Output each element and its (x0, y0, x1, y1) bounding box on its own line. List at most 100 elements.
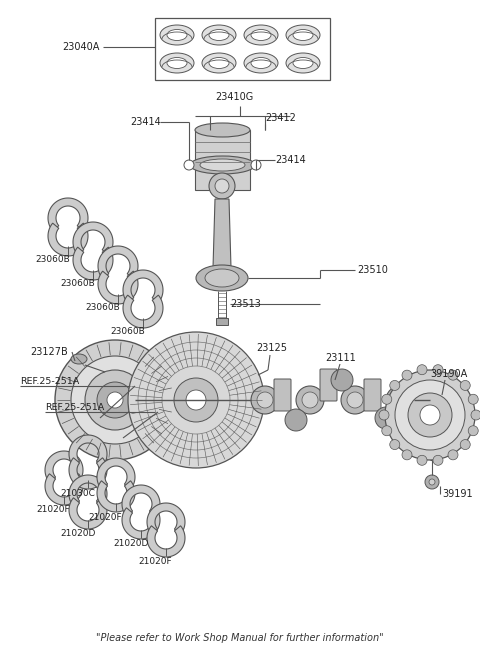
Ellipse shape (167, 30, 187, 41)
Circle shape (375, 407, 397, 429)
FancyBboxPatch shape (274, 379, 291, 411)
Circle shape (97, 382, 133, 418)
Circle shape (392, 392, 408, 408)
Polygon shape (147, 503, 185, 534)
Circle shape (347, 392, 363, 408)
Text: 23125: 23125 (256, 343, 287, 353)
Circle shape (285, 409, 307, 431)
Circle shape (390, 380, 400, 390)
Circle shape (417, 365, 427, 375)
Ellipse shape (209, 58, 229, 68)
Polygon shape (147, 526, 185, 557)
Circle shape (429, 479, 435, 485)
Text: 39190A: 39190A (430, 369, 467, 379)
Circle shape (341, 386, 369, 414)
Polygon shape (123, 270, 163, 303)
Circle shape (215, 179, 229, 193)
FancyBboxPatch shape (364, 379, 381, 411)
Polygon shape (123, 295, 163, 328)
Polygon shape (213, 199, 231, 268)
Text: 21030C: 21030C (60, 489, 95, 499)
Text: 23060B: 23060B (35, 255, 70, 264)
Ellipse shape (209, 30, 229, 41)
Circle shape (420, 405, 440, 425)
Circle shape (107, 392, 123, 408)
Ellipse shape (293, 58, 313, 68)
Bar (216, 318, 228, 325)
Circle shape (209, 173, 235, 199)
Text: 23127B: 23127B (30, 347, 68, 357)
Circle shape (395, 380, 465, 450)
Polygon shape (122, 508, 160, 539)
Text: 23414: 23414 (275, 155, 306, 165)
Circle shape (382, 426, 392, 436)
Circle shape (71, 356, 159, 444)
Circle shape (85, 370, 145, 430)
Polygon shape (69, 435, 107, 466)
Circle shape (433, 455, 443, 465)
Text: 21020F: 21020F (138, 558, 172, 567)
Circle shape (257, 392, 273, 408)
Bar (155, 18, 330, 80)
Circle shape (186, 390, 206, 410)
Circle shape (296, 386, 324, 414)
Ellipse shape (205, 269, 239, 287)
Text: 21020F: 21020F (88, 512, 121, 522)
Circle shape (402, 450, 412, 460)
Polygon shape (73, 247, 113, 280)
Text: 39191: 39191 (442, 489, 473, 499)
Polygon shape (97, 481, 135, 512)
Circle shape (184, 160, 194, 170)
Circle shape (468, 394, 478, 404)
Circle shape (417, 455, 427, 465)
Circle shape (302, 392, 318, 408)
Ellipse shape (190, 156, 255, 174)
Circle shape (448, 370, 458, 380)
Ellipse shape (244, 53, 278, 73)
Ellipse shape (202, 25, 236, 45)
Circle shape (402, 370, 412, 380)
Text: 23412: 23412 (265, 113, 296, 123)
Ellipse shape (293, 30, 313, 41)
Text: REF.25-251A: REF.25-251A (45, 403, 104, 413)
Circle shape (382, 394, 392, 404)
Text: 21020D: 21020D (113, 539, 148, 548)
Ellipse shape (160, 53, 194, 73)
Circle shape (390, 440, 400, 449)
Text: 23414: 23414 (130, 117, 161, 127)
Circle shape (460, 380, 470, 390)
Text: "Please refer to Work Shop Manual for further information": "Please refer to Work Shop Manual for fu… (96, 633, 384, 643)
Circle shape (386, 386, 414, 414)
Circle shape (379, 410, 389, 420)
Polygon shape (98, 271, 138, 304)
Circle shape (251, 386, 279, 414)
Circle shape (433, 365, 443, 375)
Polygon shape (69, 475, 107, 506)
Circle shape (460, 440, 470, 449)
Bar (195, 130, 250, 190)
Text: 23513: 23513 (230, 299, 261, 309)
Circle shape (425, 475, 439, 489)
Polygon shape (122, 485, 160, 516)
Ellipse shape (202, 53, 236, 73)
Ellipse shape (251, 30, 271, 41)
Ellipse shape (286, 25, 320, 45)
Circle shape (55, 340, 175, 460)
Polygon shape (45, 474, 83, 505)
Polygon shape (69, 498, 107, 529)
Ellipse shape (160, 25, 194, 45)
Circle shape (128, 332, 264, 468)
Text: 23060B: 23060B (85, 304, 120, 312)
Ellipse shape (251, 58, 271, 68)
Circle shape (385, 370, 475, 460)
Polygon shape (69, 458, 107, 489)
Polygon shape (45, 451, 83, 482)
Circle shape (408, 393, 452, 437)
Ellipse shape (200, 159, 245, 171)
Circle shape (174, 378, 218, 422)
Text: 23510: 23510 (357, 265, 388, 275)
Circle shape (468, 426, 478, 436)
Text: 23410G: 23410G (215, 92, 253, 102)
Polygon shape (48, 223, 88, 256)
FancyBboxPatch shape (320, 369, 337, 401)
